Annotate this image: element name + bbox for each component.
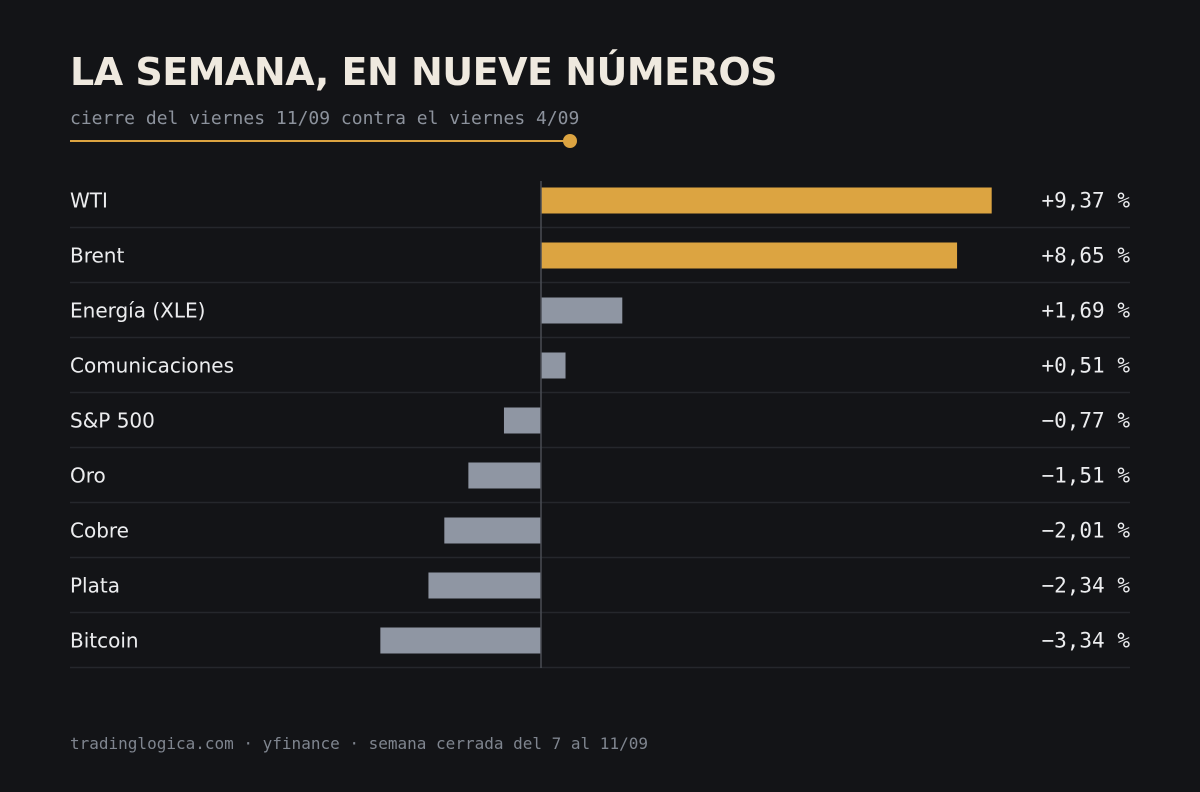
bar-8	[380, 627, 541, 654]
chart-title: LA SEMANA, EN NUEVE NÚMEROS	[70, 50, 778, 94]
title-underline	[70, 140, 566, 142]
chart-subtitle: cierre del viernes 11/09 contra el viern…	[70, 108, 580, 129]
category-label: Cobre	[70, 519, 129, 543]
bar-1	[541, 242, 958, 269]
category-label: S&P 500	[70, 409, 155, 433]
value-label: +1,69 %	[1041, 299, 1130, 323]
value-label: +9,37 %	[1041, 189, 1130, 213]
category-label: WTI	[70, 189, 108, 213]
bar-3	[541, 352, 566, 379]
title-underline-dot	[563, 134, 577, 148]
category-label: Energía (XLE)	[70, 299, 205, 323]
source-footer: tradinglogica.com · yfinance · semana ce…	[70, 734, 648, 753]
category-label: Comunicaciones	[70, 354, 234, 378]
value-label: −0,77 %	[1041, 409, 1130, 433]
value-label: −2,34 %	[1041, 574, 1130, 598]
bar-4	[503, 407, 541, 434]
value-label: +8,65 %	[1041, 244, 1130, 268]
category-label: Oro	[70, 464, 106, 488]
category-label: Brent	[70, 244, 124, 268]
value-label: −3,34 %	[1041, 629, 1130, 653]
bar-2	[541, 297, 623, 324]
value-label: −1,51 %	[1041, 464, 1130, 488]
category-label: Plata	[70, 574, 120, 598]
bar-7	[428, 572, 541, 599]
bar-5	[468, 462, 541, 489]
bar-6	[444, 517, 541, 544]
value-label: +0,51 %	[1041, 354, 1130, 378]
value-label: −2,01 %	[1041, 519, 1130, 543]
bar-0	[541, 187, 992, 214]
category-label: Bitcoin	[70, 629, 139, 653]
